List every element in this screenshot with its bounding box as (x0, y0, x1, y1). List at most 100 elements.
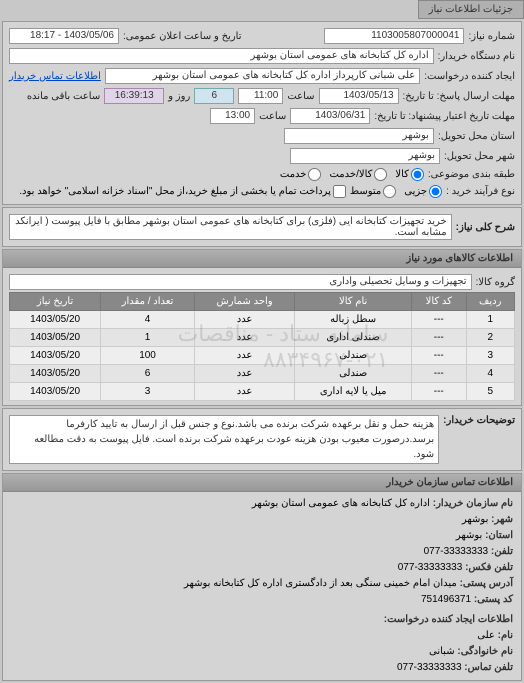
desc-panel: توضیحات خریدار: هزینه حمل و نقل برعهده ش… (2, 408, 522, 471)
header-panel: شماره نیاز: 1103005807000041 تاریخ و ساع… (2, 21, 522, 205)
category-radios: کالا کالا/خدمت خدمت (280, 168, 424, 181)
table-cell: 4 (101, 311, 195, 329)
table-header: تعداد / مقدار (101, 293, 195, 311)
table-cell: 5 (466, 383, 514, 401)
table-cell: --- (412, 329, 467, 347)
deadline-label: مهلت ارسال پاسخ: تا تاریخ: (403, 91, 515, 102)
table-cell: 1403/05/20 (10, 365, 101, 383)
contact-prov-value: بوشهر (456, 530, 482, 541)
addr-value: میدان امام خمینی سنگی بعد از دادگستری اد… (184, 578, 457, 589)
goods-table: ردیفکد کالانام کالاواحد شمارشتعداد / مقد… (9, 292, 515, 401)
table-cell: 100 (101, 347, 195, 365)
radio-low[interactable]: جزیی (404, 185, 442, 198)
fax-value: 33333333-077 (398, 562, 463, 573)
province-value: بوشهر (284, 128, 434, 144)
need-title-value: خرید تجهیزات کتابخانه ایی (فلزی) برای کت… (9, 214, 452, 240)
table-cell: 1 (466, 311, 514, 329)
contact-link[interactable]: اطلاعات تماس خریدار (9, 71, 101, 82)
table-cell: عدد (194, 383, 294, 401)
hms-left: 16:39:13 (104, 88, 164, 104)
group-value: تجهیزات و وسایل تحصیلی واداری (9, 274, 472, 290)
creator-section-label: اطلاعات ایجاد کننده درخواست: (11, 612, 513, 628)
table-cell: عدد (194, 347, 294, 365)
validity-date: 1403/06/31 (290, 108, 370, 124)
table-cell: 6 (101, 365, 195, 383)
goods-header: اطلاعات کالاهای مورد نیاز (3, 250, 521, 268)
radio-goods-service[interactable]: کالا/خدمت (329, 168, 387, 181)
table-header: نام کالا (295, 293, 412, 311)
buyer-label: نام دستگاه خریدار: (438, 51, 515, 62)
table-cell: --- (412, 383, 467, 401)
city-label: شهر محل تحویل: (444, 151, 515, 162)
org-label: نام سازمان خریدار: (433, 498, 513, 509)
tel-label: تلفن: (491, 546, 513, 557)
table-cell: 1 (101, 329, 195, 347)
table-header: تاریخ نیاز (10, 293, 101, 311)
tab-details[interactable]: جزئیات اطلاعات نیاز (418, 0, 524, 19)
table-cell: صندلی اداری (295, 329, 412, 347)
zip-label: کد پستی: (474, 594, 513, 605)
table-header: کد کالا (412, 293, 467, 311)
table-cell: --- (412, 347, 467, 365)
need-title-label: شرح کلی نیاز: (456, 222, 515, 233)
contact-prov-label: استان: (485, 530, 513, 541)
time-label-2: ساعت (259, 111, 286, 122)
announce-label: تاریخ و ساعت اعلان عمومی: (123, 31, 242, 42)
radio-mid[interactable]: متوسط (350, 185, 396, 198)
purchase-label: نوع فرآیند خرید : (446, 186, 515, 197)
fam-value: شبانی (429, 646, 455, 657)
radio-low-label: جزیی (404, 186, 427, 197)
table-cell: عدد (194, 365, 294, 383)
announce-value: 1403/05/06 - 18:17 (9, 28, 119, 44)
hms-label: ساعت باقی مانده (27, 91, 100, 102)
table-row: 2---صندلی اداریعدد11403/05/20 (10, 329, 515, 347)
fam-label: نام خانوادگی: (457, 646, 513, 657)
contact-panel: اطلاعات تماس سازمان خریدار نام سازمان خر… (2, 473, 522, 681)
validity-label: مهلت تاریخ اعتبار پیشنهاد: تا تاریخ: (374, 111, 515, 122)
table-cell: 1403/05/20 (10, 347, 101, 365)
table-cell: سطل زباله (295, 311, 412, 329)
org-value: اداره کل کتابخانه های عمومی استان بوشهر (252, 498, 430, 509)
deadline-date: 1403/05/13 (319, 88, 399, 104)
table-cell: عدد (194, 311, 294, 329)
name-value: علی (477, 630, 495, 641)
deadline-time: 11:00 (238, 88, 283, 104)
name-label: نام: (498, 630, 513, 641)
table-cell: 1403/05/20 (10, 311, 101, 329)
radio-goods-label: کالا (395, 169, 409, 180)
table-row: 1---سطل زبالهعدد41403/05/20 (10, 311, 515, 329)
table-cell: صندلی (295, 365, 412, 383)
requester-label: ایجاد کننده درخواست: (424, 71, 515, 82)
contact-city-value: بوشهر (462, 514, 488, 525)
table-cell: 4 (466, 365, 514, 383)
radio-mid-label: متوسط (350, 186, 381, 197)
radio-service[interactable]: خدمت (280, 168, 322, 181)
payment-checkbox[interactable]: پرداخت تمام یا بخشی از مبلغ خرید،از محل … (19, 185, 346, 198)
payment-label: پرداخت تمام یا بخشی از مبلغ خرید،از محل … (19, 186, 331, 197)
radio-goods-service-label: کالا/خدمت (329, 169, 372, 180)
table-row: 5---میل یا لایه اداریعدد31403/05/20 (10, 383, 515, 401)
validity-time: 13:00 (210, 108, 255, 124)
buyer-value: اداره کل کتابخانه های عمومی استان بوشهر (9, 48, 434, 64)
table-cell: 1403/05/20 (10, 329, 101, 347)
table-row: 4---صندلیعدد61403/05/20 (10, 365, 515, 383)
table-cell: --- (412, 311, 467, 329)
table-cell: 3 (466, 347, 514, 365)
table-row: 3---صندلیعدد1001403/05/20 (10, 347, 515, 365)
tab-bar: جزئیات اطلاعات نیاز (0, 0, 524, 19)
group-label: گروه کالا: (476, 277, 515, 288)
reqno-label: شماره نیاز: (468, 31, 515, 42)
requester-value: علی شبانی کارپرداز اداره کل کتابخانه های… (105, 68, 420, 84)
tel2-label: تلفن تماس: (464, 662, 513, 673)
addr-label: آدرس پستی: (460, 578, 513, 589)
days-left: 6 (194, 88, 234, 104)
fax-label: تلفن فکس: (465, 562, 513, 573)
zip-value: 751496371 (421, 594, 471, 605)
table-cell: 2 (466, 329, 514, 347)
radio-goods[interactable]: کالا (395, 168, 424, 181)
table-cell: عدد (194, 329, 294, 347)
days-label: روز و (168, 91, 190, 102)
table-cell: 1403/05/20 (10, 383, 101, 401)
radio-service-label: خدمت (280, 169, 307, 180)
table-cell: میل یا لایه اداری (295, 383, 412, 401)
